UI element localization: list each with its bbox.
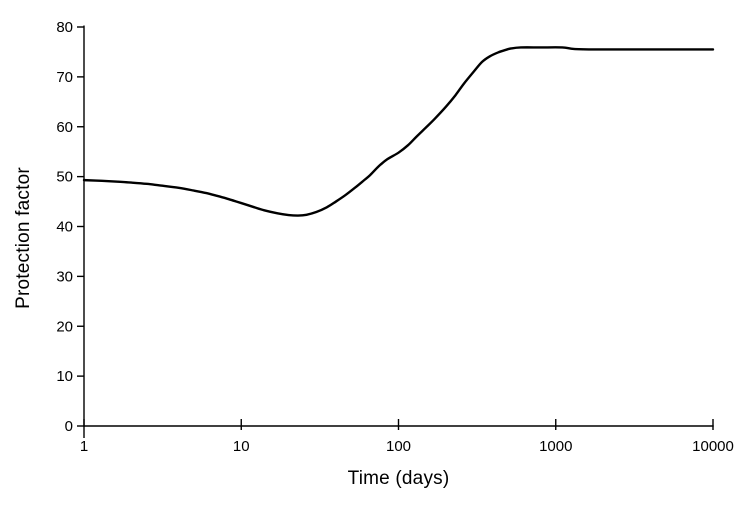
- y-tick-label: 80: [56, 19, 73, 36]
- y-tick-label: 40: [56, 219, 73, 236]
- x-tick-label: 10000: [692, 438, 734, 455]
- x-tick-label: 1000: [539, 438, 572, 455]
- y-tick-label: 60: [56, 119, 73, 136]
- y-tick-label: 10: [56, 368, 73, 385]
- x-axis-title: Time (days): [347, 468, 450, 489]
- y-tick-label: 50: [56, 169, 73, 186]
- x-tick-label: 100: [386, 438, 411, 455]
- protection-factor-curve: [82, 46, 715, 217]
- x-tick-label: 10: [233, 438, 250, 455]
- y-tick-label: 20: [56, 318, 73, 335]
- y-tick-label: 30: [56, 268, 73, 285]
- y-axis-title: Protection factor: [13, 167, 34, 309]
- y-tick-label: 70: [56, 69, 73, 86]
- x-tick-label: 1: [80, 438, 88, 455]
- y-tick-label: 0: [65, 418, 73, 435]
